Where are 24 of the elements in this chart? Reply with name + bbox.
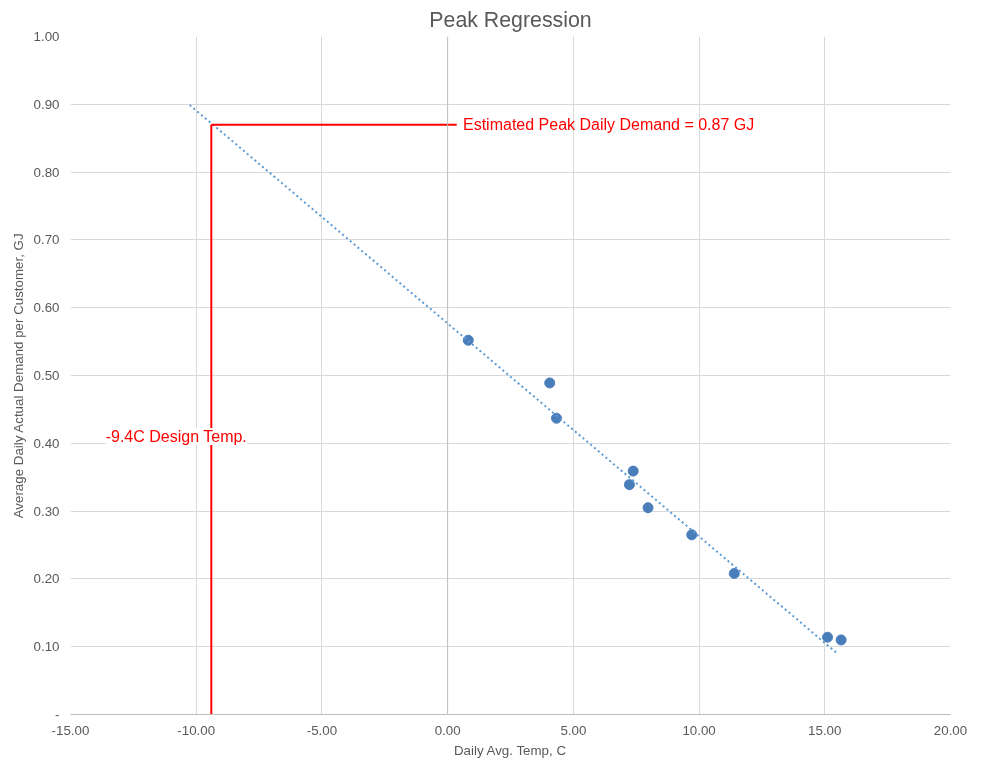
x-tick-label: 5.00 [560, 722, 587, 738]
y-tick-label: 0.80 [33, 164, 60, 180]
y-tick-label: 0.60 [33, 300, 60, 316]
y-tick-label: 0.10 [33, 639, 60, 655]
y-tick-label: 0.40 [33, 435, 60, 451]
y-tick-label: 0.70 [33, 232, 60, 248]
y-tick-label: 0.90 [33, 96, 60, 112]
y-tick-label: 1.00 [33, 29, 60, 44]
x-tick-label: 10.00 [682, 722, 716, 738]
x-tick-label: 20.00 [933, 722, 968, 738]
x-tick-label: -15.00 [51, 722, 90, 738]
annotation: -9.4C Design Temp. [105, 428, 247, 446]
y-tick-label: 0.30 [33, 503, 60, 519]
y-tick-label: 0.50 [33, 368, 60, 383]
x-tick-label: 0.00 [434, 722, 461, 738]
y-tick-label: - [55, 707, 60, 722]
x-tick-label: 15.00 [808, 722, 842, 738]
y-axis-title: Average Daily Actual Demand per Customer, GJ [10, 233, 26, 519]
x-tick-label: -5.00 [306, 722, 338, 738]
y-tick-label: 0.20 [33, 571, 60, 587]
x-axis-title: Daily Avg. Temp, C [453, 742, 567, 758]
annotation: Estimated Peak Daily Demand = 0.87 GJ [462, 116, 755, 134]
x-tick-label: -10.00 [177, 722, 216, 738]
chart-title: Peak Regression [429, 7, 592, 32]
